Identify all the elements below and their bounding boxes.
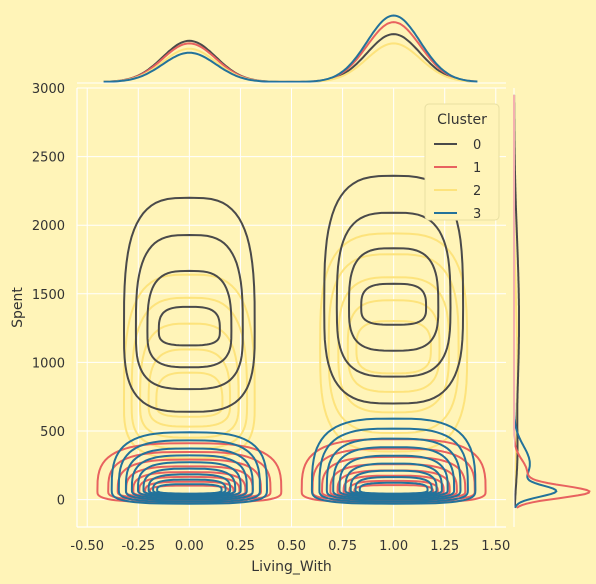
contour-cluster-2 — [327, 253, 460, 435]
y-tick-label: 2500 — [32, 151, 65, 166]
contour-cluster-0 — [347, 247, 440, 352]
legend: Cluster 0 1 2 3 — [424, 103, 500, 222]
y-tick-label: 500 — [40, 425, 65, 440]
contour-cluster-0 — [360, 282, 428, 326]
legend-label-1: 1 — [473, 161, 481, 176]
contour-cluster-2 — [337, 276, 451, 414]
contour-cluster-0 — [335, 211, 452, 378]
contour-cluster-0 — [146, 269, 233, 369]
top-marginal-curve-3 — [103, 14, 478, 83]
contour-cluster-3 — [358, 481, 429, 495]
contour-cluster-0 — [157, 305, 221, 347]
y-tick-label: 1000 — [32, 356, 65, 371]
y-tick-label: 2000 — [32, 219, 65, 234]
top-marginal-curve-2 — [103, 42, 478, 83]
contour-cluster-3 — [124, 447, 254, 501]
contour-cluster-2 — [147, 348, 232, 428]
x-tick-label: 1.25 — [430, 539, 459, 554]
y-tick-label: 0 — [57, 494, 65, 509]
contour-cluster-3 — [310, 417, 477, 505]
x-tick-label: 1.00 — [379, 539, 408, 554]
contour-cluster-3 — [338, 454, 449, 498]
contour-cluster-3 — [325, 437, 462, 501]
right-marginal-kde — [513, 88, 591, 527]
x-tick-label: 0.75 — [328, 539, 357, 554]
y-axis-label: Spent — [10, 287, 26, 328]
contour-cluster-2 — [155, 371, 224, 418]
x-axis-label: Living_With — [251, 559, 331, 575]
top-marginal-kde — [77, 14, 506, 84]
contour-cluster-2 — [319, 232, 469, 453]
contour-cluster-3 — [110, 431, 269, 505]
contour-cluster-3 — [332, 446, 456, 500]
right-marginal-curve-1 — [513, 94, 591, 509]
x-tick-label: -0.50 — [70, 539, 104, 554]
legend-label-0: 0 — [473, 138, 481, 153]
contour-cluster-3 — [117, 439, 261, 503]
contour-cluster-3 — [156, 483, 223, 495]
legend-label-2: 2 — [473, 184, 481, 199]
legend-title: Cluster — [437, 112, 487, 128]
x-tick-label: 0.00 — [175, 539, 204, 554]
x-tick-label: 0.50 — [277, 539, 306, 554]
top-marginal-curve-1 — [103, 21, 478, 83]
x-tick-label: 1.50 — [481, 539, 510, 554]
contour-cluster-0 — [122, 196, 256, 413]
right-marginal-curve-3 — [513, 94, 558, 509]
y-tick-label: 1500 — [32, 288, 65, 303]
x-tick-label: -0.25 — [121, 539, 155, 554]
x-tick-label: 0.25 — [226, 539, 255, 554]
contour-cluster-3 — [318, 427, 469, 503]
axes: -0.50 -0.25 0.00 0.25 0.50 0.75 1.00 1.25 1.50 0 5… — [32, 82, 510, 554]
kde-contours — [96, 174, 487, 505]
top-marginal-curve-0 — [103, 33, 478, 83]
contour-cluster-0 — [134, 233, 244, 391]
contour-cluster-3 — [136, 461, 242, 498]
contour-cluster-2 — [139, 322, 240, 439]
legend-label-3: 3 — [473, 207, 481, 222]
y-tick-label: 3000 — [32, 82, 65, 97]
contour-cluster-2 — [346, 299, 441, 393]
contour-cluster-2 — [355, 319, 432, 375]
contour-cluster-3 — [130, 454, 248, 500]
